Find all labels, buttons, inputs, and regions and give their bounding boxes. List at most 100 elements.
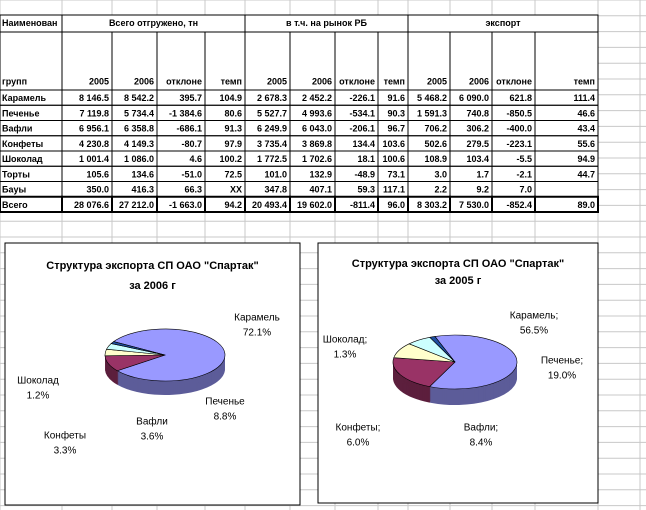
cell-text: 4 993.6: [302, 108, 332, 118]
cell-text: 46.6: [577, 108, 595, 118]
cell-text: 1 591.3: [417, 108, 447, 118]
cell-text: 740.8: [466, 108, 489, 118]
cell-text: -48.9: [354, 169, 375, 179]
pie-slice: [110, 341, 166, 356]
cell-text: 6 090.0: [459, 93, 489, 103]
cell-text: 8 542.2: [124, 93, 154, 103]
table-cell: [534, 195, 599, 213]
subheader-text: групп: [2, 76, 27, 86]
cell-text: Торты: [2, 169, 30, 179]
slice-value: 72.1%: [243, 328, 271, 339]
cell-text: -80.7: [181, 139, 202, 149]
header-text: в т.ч. на рынок РБ: [286, 18, 367, 28]
cell-text: 100.6: [382, 154, 405, 164]
subheader-text: 2006: [469, 76, 489, 86]
header-text: Всего отгружено, тн: [109, 18, 198, 28]
cell-text: -850.5: [506, 108, 532, 118]
pie-slice: [392, 357, 456, 387]
cell-text: 94.9: [577, 154, 595, 164]
chart-subtitle: за 2006 г: [129, 280, 176, 292]
cell-text: 104.9: [219, 93, 242, 103]
cell-text: 6 043.0: [302, 124, 332, 134]
cell-text: 20 493.4: [252, 200, 287, 210]
pie-slice: [112, 328, 226, 382]
cell-text: -51.0: [181, 169, 202, 179]
header-text: Наименован: [2, 18, 58, 28]
slice-label: Печенье;: [541, 356, 583, 367]
cell-text: 2 678.3: [257, 93, 287, 103]
cell-text: 407.1: [309, 185, 332, 195]
cell-text: 72.5: [224, 169, 242, 179]
cell-text: 8 146.5: [79, 93, 109, 103]
cell-text: 347.8: [264, 185, 287, 195]
subheader-text: 2005: [89, 76, 109, 86]
cell-text: -2.1: [516, 169, 532, 179]
slice-label: Карамель: [234, 313, 280, 324]
cell-text: 7 530.0: [459, 200, 489, 210]
slice-label: Печенье: [205, 397, 245, 408]
subheader-text: 2005: [267, 76, 287, 86]
cell-text: 1.7: [476, 169, 489, 179]
cell-text: 44.7: [577, 169, 595, 179]
subheader-text: темп: [574, 76, 595, 86]
cell-text: 6 956.1: [79, 124, 109, 134]
cell-text: 7 119.8: [79, 108, 109, 118]
cell-text: 43.4: [577, 124, 595, 134]
cell-text: 132.9: [309, 169, 332, 179]
cell-text: 7.0: [519, 185, 532, 195]
cell-text: 1 702.6: [302, 154, 332, 164]
cell-text: 80.6: [224, 108, 242, 118]
cell-text: 103.6: [382, 139, 405, 149]
slice-label: Шоколад;: [323, 335, 368, 346]
cell-text: 89.0: [577, 200, 595, 210]
cell-text: Карамель: [2, 93, 46, 103]
cell-text: 27 212.0: [119, 200, 154, 210]
cell-text: -534.1: [349, 108, 375, 118]
cell-text: 3.0: [434, 169, 447, 179]
cell-text: -811.4: [350, 200, 375, 210]
cell-text: 90.3: [387, 108, 405, 118]
header-text: экспорт: [485, 18, 521, 28]
slice-label: Карамель;: [510, 311, 558, 322]
cell-text: 5 468.2: [417, 93, 447, 103]
slice-label: Конфеты: [44, 430, 86, 442]
cell-text: 306.2: [466, 124, 489, 134]
cell-text: -226.1: [349, 93, 375, 103]
cell-text: 96.7: [387, 124, 405, 134]
slice-value: 8.4%: [470, 438, 493, 449]
cell-text: -686.1: [176, 124, 202, 134]
cell-text: Бауы: [2, 185, 26, 195]
subheader-text: темп: [221, 76, 242, 86]
cell-text: 621.8: [509, 93, 532, 103]
subheader-text: отклоне: [166, 76, 202, 86]
cell-text: 19 602.0: [297, 200, 332, 210]
cell-text: 100.2: [219, 154, 242, 164]
pie-slice: [429, 336, 456, 363]
chart-title: Структура экспорта СП ОАО "Спартак": [46, 260, 258, 272]
cell-text: 55.6: [577, 139, 595, 149]
cell-text: 91.3: [224, 124, 242, 134]
slice-value: 3.6%: [141, 432, 164, 443]
cell-text: 134.6: [131, 169, 154, 179]
slice-label: Шоколад: [17, 376, 59, 387]
table-bg: [0, 14, 599, 213]
slice-value: 56.5%: [520, 326, 548, 337]
subheader-text: 2006: [312, 76, 332, 86]
cell-text: Всего: [2, 200, 28, 210]
cell-text: Шоколад: [2, 154, 43, 164]
cell-text: 134.4: [352, 139, 375, 149]
cell-text: Конфеты: [2, 139, 43, 149]
cell-text: 117.1: [383, 185, 405, 195]
cell-text: -206.1: [349, 124, 375, 134]
cell-text: 8 303.2: [417, 200, 447, 210]
cell-text: 6 358.8: [124, 124, 154, 134]
subheader-text: отклоне: [496, 76, 532, 86]
cell-text: 502.6: [424, 139, 447, 149]
cell-text: 108.9: [424, 154, 447, 164]
cell-text: 111.4: [573, 93, 595, 103]
cell-text: ХХ: [230, 185, 242, 195]
cell-text: -1 663.0: [169, 200, 202, 210]
cell-text: 2.2: [434, 185, 447, 195]
cell-text: Печенье: [2, 108, 39, 118]
